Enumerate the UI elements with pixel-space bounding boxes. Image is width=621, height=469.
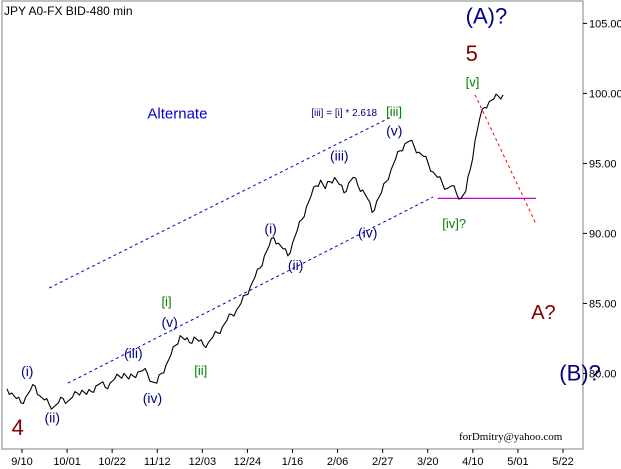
wave-label: (iv) bbox=[358, 225, 377, 241]
wave-label: (B)? bbox=[559, 360, 601, 385]
y-tick-label: 80.00 bbox=[589, 368, 617, 380]
plot-frame bbox=[1, 0, 584, 450]
x-tick-label: 5/01 bbox=[507, 456, 528, 468]
price-line bbox=[6, 93, 504, 410]
grid-layer bbox=[1, 0, 584, 450]
x-tick-label: 2/27 bbox=[372, 456, 393, 468]
x-tick-label: 1/16 bbox=[282, 456, 303, 468]
x-tick-label: 3/20 bbox=[417, 456, 438, 468]
guide-layer bbox=[48, 94, 537, 384]
wave-label: [v] bbox=[466, 74, 480, 89]
wave-label: [iii] = [i] * 2.618 bbox=[311, 108, 377, 119]
x-tick-label: 9/10 bbox=[11, 456, 32, 468]
wave-label: (iii) bbox=[330, 148, 349, 164]
footer-email: forDmitry@yahoo.com bbox=[459, 431, 563, 443]
chart-title: JPY A0-FX BID-480 min bbox=[4, 4, 133, 18]
wave-label: (v) bbox=[161, 314, 177, 330]
wave-label: [iv]? bbox=[442, 216, 466, 231]
wave-label: (iii) bbox=[124, 345, 143, 361]
y-tick-label: 100.00 bbox=[589, 88, 621, 100]
annotation-layer: (A)? 5 [v] Alternate [iii] = [i] * 2.618 [iii… bbox=[12, 3, 601, 440]
wave-label: Alternate bbox=[147, 106, 207, 123]
axis-layer: 80.00 85.00 90.00 95.00 100.00 105.00 9/10 10/0… bbox=[11, 18, 621, 468]
y-tick-label: 90.00 bbox=[589, 228, 617, 240]
x-tick-label: 4/10 bbox=[462, 456, 483, 468]
wave-label: (A)? bbox=[466, 3, 508, 28]
wave-label: (v) bbox=[386, 122, 402, 138]
wave-label: (i) bbox=[21, 363, 33, 379]
wave-label: [ii] bbox=[194, 363, 207, 378]
wave-label: (ii) bbox=[288, 257, 304, 273]
x-tick-label: 12/24 bbox=[234, 456, 262, 468]
x-tick-label: 10/22 bbox=[98, 456, 126, 468]
wave-label: (iv) bbox=[143, 390, 162, 406]
x-tick-label: 12/03 bbox=[189, 456, 217, 468]
x-tick-label: 11/12 bbox=[144, 456, 171, 468]
x-tick-label: 10/01 bbox=[53, 456, 81, 468]
channel-line bbox=[48, 116, 392, 289]
y-tick-label: 105.00 bbox=[589, 18, 621, 30]
x-tick-label: 2/06 bbox=[327, 456, 348, 468]
y-tick-label: 85.00 bbox=[589, 298, 617, 310]
wave-label: 5 bbox=[466, 41, 478, 66]
wave-label: (i) bbox=[264, 220, 276, 236]
wave-label: [iii] bbox=[386, 104, 402, 119]
series-layer bbox=[6, 93, 504, 410]
wave-label: (ii) bbox=[44, 409, 60, 425]
channel-line bbox=[67, 196, 434, 384]
y-tick-label: 95.00 bbox=[589, 158, 617, 170]
x-tick-label: 5/22 bbox=[552, 456, 573, 468]
wave-label: A? bbox=[531, 302, 555, 324]
wave-label: 4 bbox=[12, 415, 24, 440]
wave-label: [i] bbox=[161, 294, 171, 309]
